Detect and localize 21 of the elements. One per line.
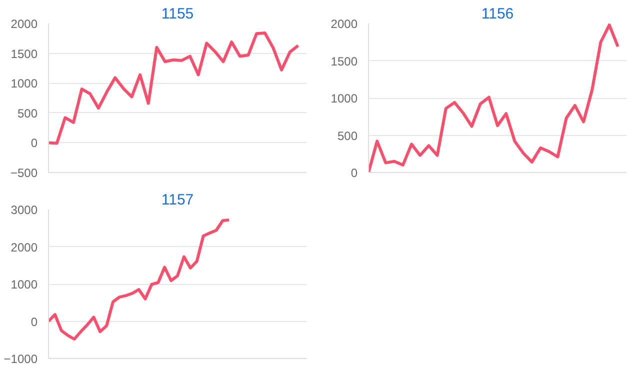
y-tick-label: 1000 [330, 92, 358, 106]
y-tick-label: −500 [10, 166, 38, 180]
y-tick-label: 0 [30, 314, 38, 329]
y-tick-label: 0 [350, 166, 358, 180]
y-tick-label: 1500 [10, 46, 38, 61]
y-tick-label: 1000 [10, 278, 38, 292]
y-tick-label: 2000 [10, 240, 38, 254]
chart-title: 1156 [481, 6, 514, 22]
y-tick-label: 1000 [10, 76, 38, 91]
chart-title: 1157 [161, 192, 194, 208]
line-series [48, 32, 300, 145]
y-tick-label: 0 [30, 136, 38, 150]
y-tick-label: 500 [17, 106, 38, 120]
y-tick-label: 2000 [330, 17, 358, 31]
y-tick-label: 2000 [10, 17, 38, 31]
y-tick-label: −1000 [4, 352, 38, 366]
line-series [48, 218, 231, 341]
chart-title: 1155 [161, 6, 194, 22]
y-tick-label: 500 [337, 128, 358, 143]
y-tick-label: 1500 [330, 54, 358, 68]
y-tick-label: 3000 [10, 203, 38, 217]
